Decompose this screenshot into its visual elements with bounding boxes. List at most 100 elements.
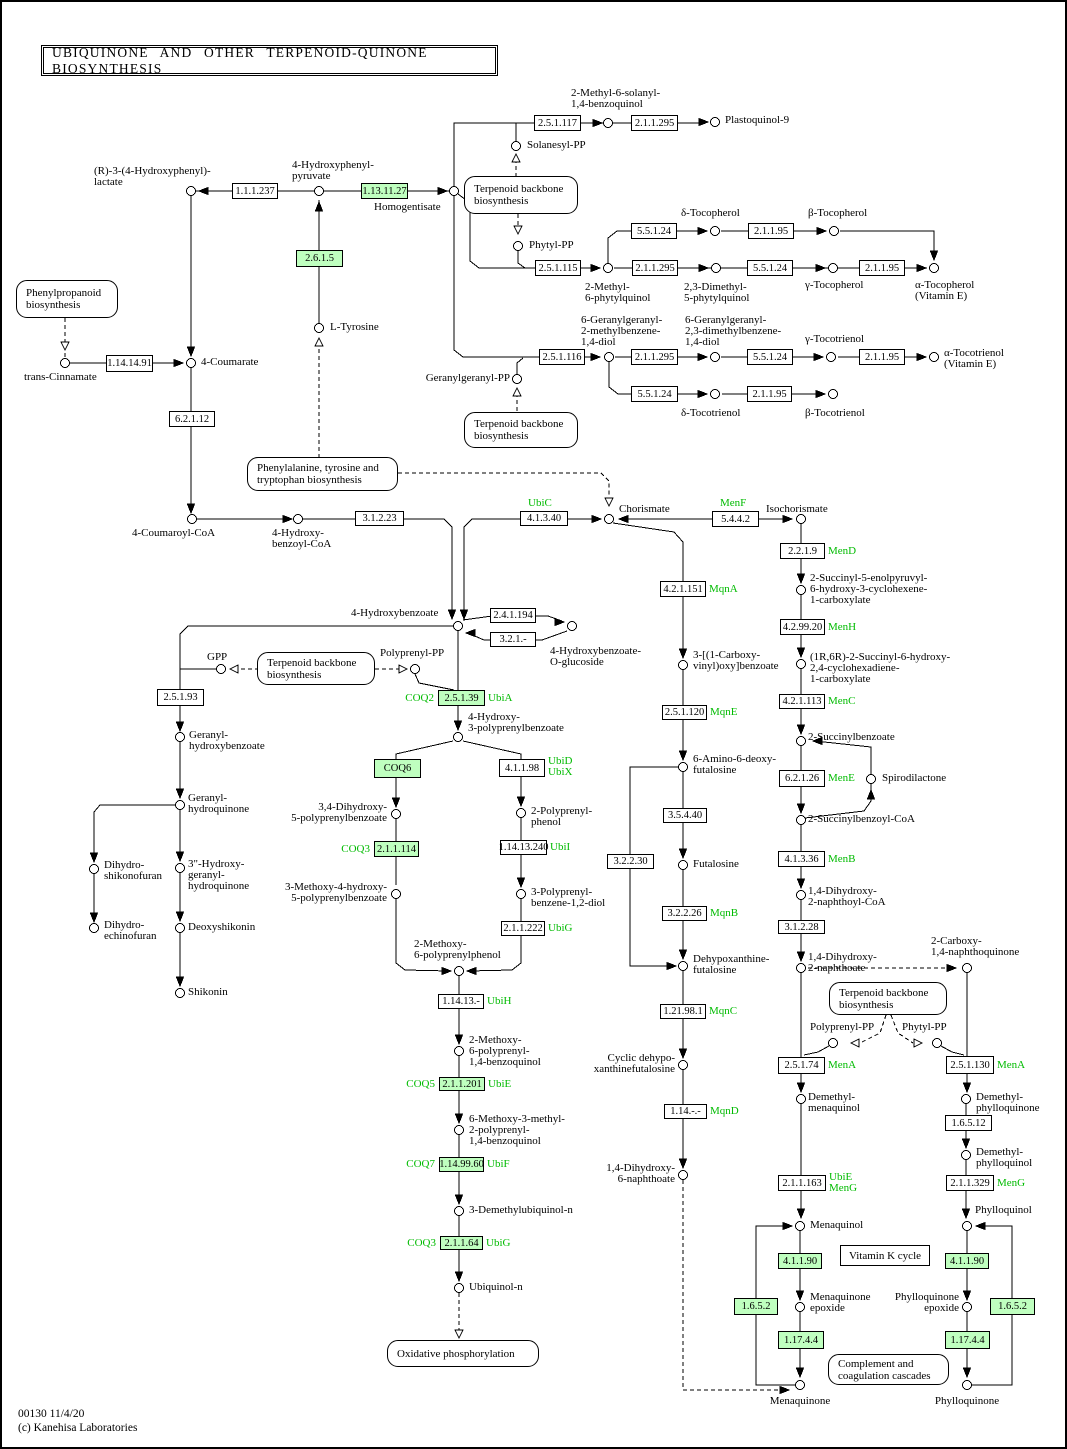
pathway-link[interactable]: Terpenoid backbone biosynthesis (829, 982, 947, 1015)
compound-3-demethylubiquinol-n[interactable] (454, 1206, 464, 1216)
compound-gamma-tocotrienol[interactable] (826, 352, 836, 362)
compound-4-hydroxy-3-polyprenylbenzoate[interactable] (453, 732, 463, 742)
enzyme-2.1.1.95[interactable]: 2.1.1.95 (748, 223, 794, 239)
compound-2-methyl-6-phytylquinol[interactable] (603, 263, 613, 273)
compound-phylloquinone-epoxide[interactable] (962, 1302, 972, 1312)
compound-gpp[interactable] (216, 664, 226, 674)
compound-geranyl-hydroxybenzoate[interactable] (175, 732, 185, 742)
enzyme-2.2.1.9[interactable]: 2.2.1.9 (780, 543, 825, 559)
pathway-link[interactable]: Vitamin K cycle (840, 1245, 930, 1266)
compound-delta-tocotrienol[interactable] (710, 389, 720, 399)
enzyme-5.4.4.2[interactable]: 5.4.4.2 (712, 511, 759, 527)
enzyme-3.2.2.26[interactable]: 3.2.2.26 (662, 906, 707, 921)
compound-homogentisate[interactable] (449, 186, 459, 196)
compound-menaquinone[interactable] (795, 1380, 805, 1390)
enzyme-4.1.3.36[interactable]: 4.1.3.36 (778, 851, 825, 867)
enzyme-6.2.1.12[interactable]: 6.2.1.12 (169, 411, 215, 427)
enzyme-3.2.1.-[interactable]: 3.2.1.- (490, 632, 536, 647)
enzyme-1.21.98.1[interactable]: 1.21.98.1 (660, 1004, 706, 1019)
compound-demethylphylloquinol[interactable] (961, 1150, 971, 1160)
enzyme-2.5.1.115[interactable]: 2.5.1.115 (535, 260, 581, 276)
compound-phylloquinol[interactable] (962, 1221, 972, 1231)
enzyme-2.4.1.194[interactable]: 2.4.1.194 (490, 608, 536, 623)
compound-6-methoxy-3-methyl-polyprenyl-benzoquinol[interactable] (454, 1125, 464, 1135)
compound-gamma-tocopherol[interactable] (828, 263, 838, 273)
compound-dihydroxy-polyprenylbenzoate[interactable] (391, 809, 401, 819)
compound-2-polyprenylphenol[interactable] (516, 808, 526, 818)
compound-shikonin[interactable] (175, 988, 185, 998)
compound-2-methoxy-6-polyprenylphenol[interactable] (454, 966, 464, 976)
compound-phylloquinone[interactable] (962, 1380, 972, 1390)
compound-2-methyl-6-solanyl-benzoquinol[interactable] (603, 118, 613, 128)
compound-4-hydroxybenzoyl-coa[interactable] (293, 514, 303, 524)
compound-deoxyshikonin[interactable] (175, 923, 185, 933)
compound-alpha-tocotrienol[interactable] (929, 352, 939, 362)
compound-menaquinone-epoxide[interactable] (795, 1302, 805, 1312)
enzyme-1.14.99.60[interactable]: 1.14.99.60 (439, 1157, 484, 1172)
enzyme-1.17.4.4[interactable]: 1.17.4.4 (945, 1331, 990, 1349)
enzyme-2.5.1.117[interactable]: 2.5.1.117 (534, 115, 581, 131)
enzyme-1.6.5.2[interactable]: 1.6.5.2 (990, 1298, 1035, 1315)
compound-dihydroxy-6-naphthoate[interactable] (678, 1170, 688, 1180)
compound-trans-cinnamate[interactable] (60, 358, 70, 368)
enzyme-3.2.2.30[interactable]: 3.2.2.30 (607, 854, 654, 869)
compound-dihydroechinofuran[interactable] (89, 923, 99, 933)
enzyme-4.2.1.113[interactable]: 4.2.1.113 (779, 694, 825, 709)
enzyme-2.1.1.295[interactable]: 2.1.1.295 (631, 349, 678, 365)
compound-plastoquinol-9[interactable] (710, 117, 720, 127)
enzyme-4.2.99.20[interactable]: 4.2.99.20 (780, 619, 825, 635)
compound-spirodilactone[interactable] (866, 774, 876, 784)
compound-3-polyprenylbenzene-12-diol[interactable] (516, 889, 526, 899)
compound-geranylgeranyl-dimethylbenzene-diol[interactable] (710, 352, 720, 362)
enzyme-1.13.11.27[interactable]: 1.13.11.27 (361, 183, 408, 199)
compound-geranylgeranyl-methylbenzene-diol[interactable] (604, 352, 614, 362)
enzyme-5.5.1.24[interactable]: 5.5.1.24 (631, 386, 678, 402)
enzyme-5.5.1.24[interactable]: 5.5.1.24 (747, 260, 793, 276)
enzyme-4.2.1.151[interactable]: 4.2.1.151 (660, 581, 706, 597)
compound-sephchc[interactable] (796, 585, 806, 595)
pathway-link[interactable]: Phenylpropanoid biosynthesis (16, 280, 118, 318)
enzyme-2.1.1.95[interactable]: 2.1.1.95 (859, 260, 905, 276)
enzyme-2.1.1.295[interactable]: 2.1.1.295 (631, 115, 678, 131)
compound-phytyl-pp-bottom[interactable] (932, 1038, 942, 1048)
compound-demethylphylloquinone[interactable] (961, 1094, 971, 1104)
compound-beta-tocopherol[interactable] (829, 226, 839, 236)
enzyme-1.6.5.12[interactable]: 1.6.5.12 (945, 1115, 992, 1131)
pathway-link[interactable]: Complement and coagulation cascades (828, 1354, 949, 1385)
compound-4-hydroxybenzoate[interactable] (453, 621, 463, 631)
enzyme-1.14.13.240[interactable]: 1.14.13.240 (498, 840, 549, 855)
enzyme-5.5.1.24[interactable]: 5.5.1.24 (631, 223, 677, 239)
compound-dihydroxy-naphthoyl-coa[interactable] (796, 890, 806, 900)
compound-polyprenyl-pp-mid[interactable] (410, 664, 420, 674)
compound-4-hydroxyphenylpyruvate[interactable] (314, 186, 324, 196)
enzyme-4.1.1.98[interactable]: 4.1.1.98 (499, 759, 545, 777)
enzyme-1.14.-.-[interactable]: 1.14.-.- (664, 1104, 707, 1119)
compound-menaquinol[interactable] (795, 1221, 805, 1231)
enzyme-2.1.1.163[interactable]: 2.1.1.163 (778, 1175, 826, 1191)
compound-demethylmenaquinol[interactable] (796, 1094, 806, 1104)
compound-l-tyrosine[interactable] (314, 323, 324, 333)
compound-3-hydroxygeranylhydroquinone[interactable] (175, 863, 185, 873)
enzyme-2.5.1.93[interactable]: 2.5.1.93 (157, 689, 204, 706)
enzyme-2.1.1.64[interactable]: 2.1.1.64 (440, 1236, 483, 1250)
compound-dihydroxy-naphthoate[interactable] (796, 963, 806, 973)
enzyme-1.6.5.2[interactable]: 1.6.5.2 (734, 1298, 778, 1315)
pathway-link[interactable]: Oxidative phosphorylation (387, 1340, 539, 1367)
compound-6-amino-6-deoxyfutalosine[interactable] (678, 762, 688, 772)
compound-2-succinylbenzoate[interactable] (796, 736, 806, 746)
enzyme-4.1.3.40[interactable]: 4.1.3.40 (520, 511, 568, 526)
compound-methoxy-hydroxy-polyprenylbenzoate[interactable] (391, 889, 401, 899)
enzyme-1.14.14.91[interactable]: 1.14.14.91 (106, 355, 153, 372)
enzyme-4.1.1.90[interactable]: 4.1.1.90 (778, 1253, 822, 1269)
compound-futalosine[interactable] (678, 860, 688, 870)
enzyme-2.5.1.116[interactable]: 2.5.1.116 (539, 349, 585, 365)
compound-shchc[interactable] (796, 659, 806, 669)
compound-ubiquinol-n[interactable] (454, 1283, 464, 1293)
enzyme-COQ6[interactable]: COQ6 (374, 759, 421, 778)
enzyme-2.1.1.222[interactable]: 2.1.1.222 (501, 921, 545, 936)
compound-dimethyl-phytylquinol[interactable] (711, 263, 721, 273)
compound-2-succinylbenzoyl-coa[interactable] (796, 815, 806, 825)
enzyme-2.1.1.201[interactable]: 2.1.1.201 (439, 1077, 485, 1091)
pathway-link[interactable]: Terpenoid backbone biosynthesis (257, 652, 375, 685)
enzyme-2.5.1.120[interactable]: 2.5.1.120 (662, 705, 707, 720)
